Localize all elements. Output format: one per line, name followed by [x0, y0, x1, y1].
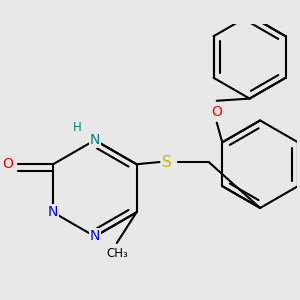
Text: O: O: [211, 105, 222, 119]
Text: H: H: [73, 121, 82, 134]
Text: N: N: [90, 133, 100, 147]
Text: S: S: [162, 154, 172, 169]
Text: N: N: [90, 230, 100, 243]
Text: CH₃: CH₃: [106, 248, 128, 260]
Text: O: O: [2, 157, 13, 171]
Text: N: N: [48, 206, 58, 219]
